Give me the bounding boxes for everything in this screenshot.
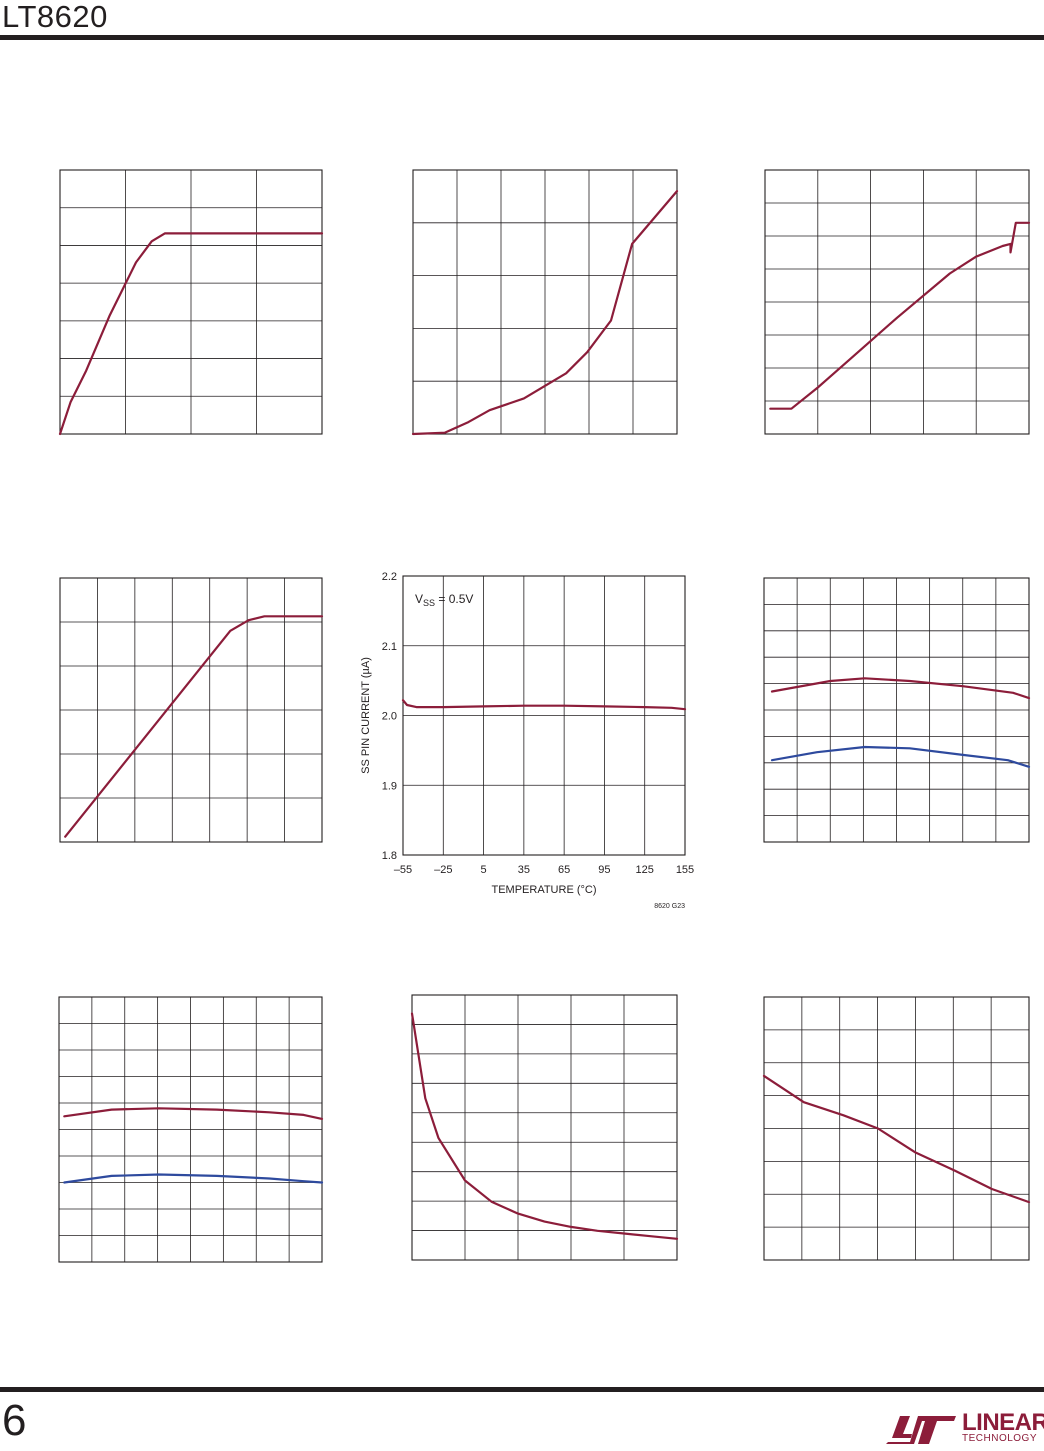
chart-5-x-tick-label: 65 [558, 864, 570, 876]
logo-subtext: TECHNOLOGY [962, 1433, 1038, 1444]
chart-5-annotation: VSS = 0.5V [415, 592, 473, 608]
chart-5-frame [402, 575, 686, 856]
chart-5-x-axis-label: TEMPERATURE (°C) [491, 884, 596, 896]
chart-9-series-line-1 [762, 1074, 1031, 1204]
chart-5-y-tick-label: 2.1 [382, 641, 397, 653]
chart-7-frame [58, 996, 323, 1263]
chart-8-series-line-1 [410, 1012, 679, 1240]
chart-5-y-axis-label: SS PIN CURRENT (µA) [360, 657, 372, 774]
header-rule [0, 35, 1044, 40]
chart-1-frame [59, 169, 323, 435]
chart-4-frame [59, 577, 323, 843]
chart-8-frame [411, 994, 678, 1261]
chart-4-series-line-1 [64, 615, 324, 838]
chart-7-series-line-1 [63, 1107, 324, 1120]
chart-5-x-tick-label: 35 [518, 864, 530, 876]
chart-6-series-line-1 [770, 677, 1031, 700]
linear-technology-logo: LINEAR TECHNOLOGY [884, 1410, 1044, 1446]
chart-5-y-tick-label: 1.9 [382, 780, 397, 792]
chart-9-frame [763, 996, 1030, 1261]
chart-5-x-tick-label: 155 [676, 864, 694, 876]
chart-5-x-tick-label: 5 [481, 864, 487, 876]
chart-2-frame [412, 169, 678, 435]
page-header-title: LT8620 [2, 0, 108, 34]
chart-5-y-tick-label: 2.0 [382, 711, 397, 723]
chart-5-x-tick-label: 125 [636, 864, 654, 876]
chart-6-frame [763, 577, 1030, 843]
chart-3-series-line-1 [769, 221, 1031, 410]
chart-5-y-tick-label: 2.2 [382, 571, 397, 583]
chart-6-series-line-2 [770, 745, 1031, 768]
chart-7-series-line-2 [63, 1173, 324, 1184]
chart-5-figure-code: 8620 G23 [654, 903, 685, 910]
page-number: 6 [2, 1396, 27, 1445]
chart-5-x-tick-label: –55 [394, 864, 412, 876]
chart-5-y-tick-label: 1.8 [382, 850, 397, 862]
chart-5-x-tick-label: 95 [598, 864, 610, 876]
lt-logo-icon [886, 1416, 956, 1444]
chart-1-series-line-1 [58, 232, 324, 436]
chart-5-x-tick-label: –25 [434, 864, 452, 876]
chart-5-series-line-1 [401, 699, 687, 711]
chart-3-frame [764, 169, 1030, 435]
footer-rule [0, 1387, 1044, 1392]
chart-2-series-line-1 [411, 190, 679, 436]
logo-text: LINEAR [962, 1409, 1044, 1436]
